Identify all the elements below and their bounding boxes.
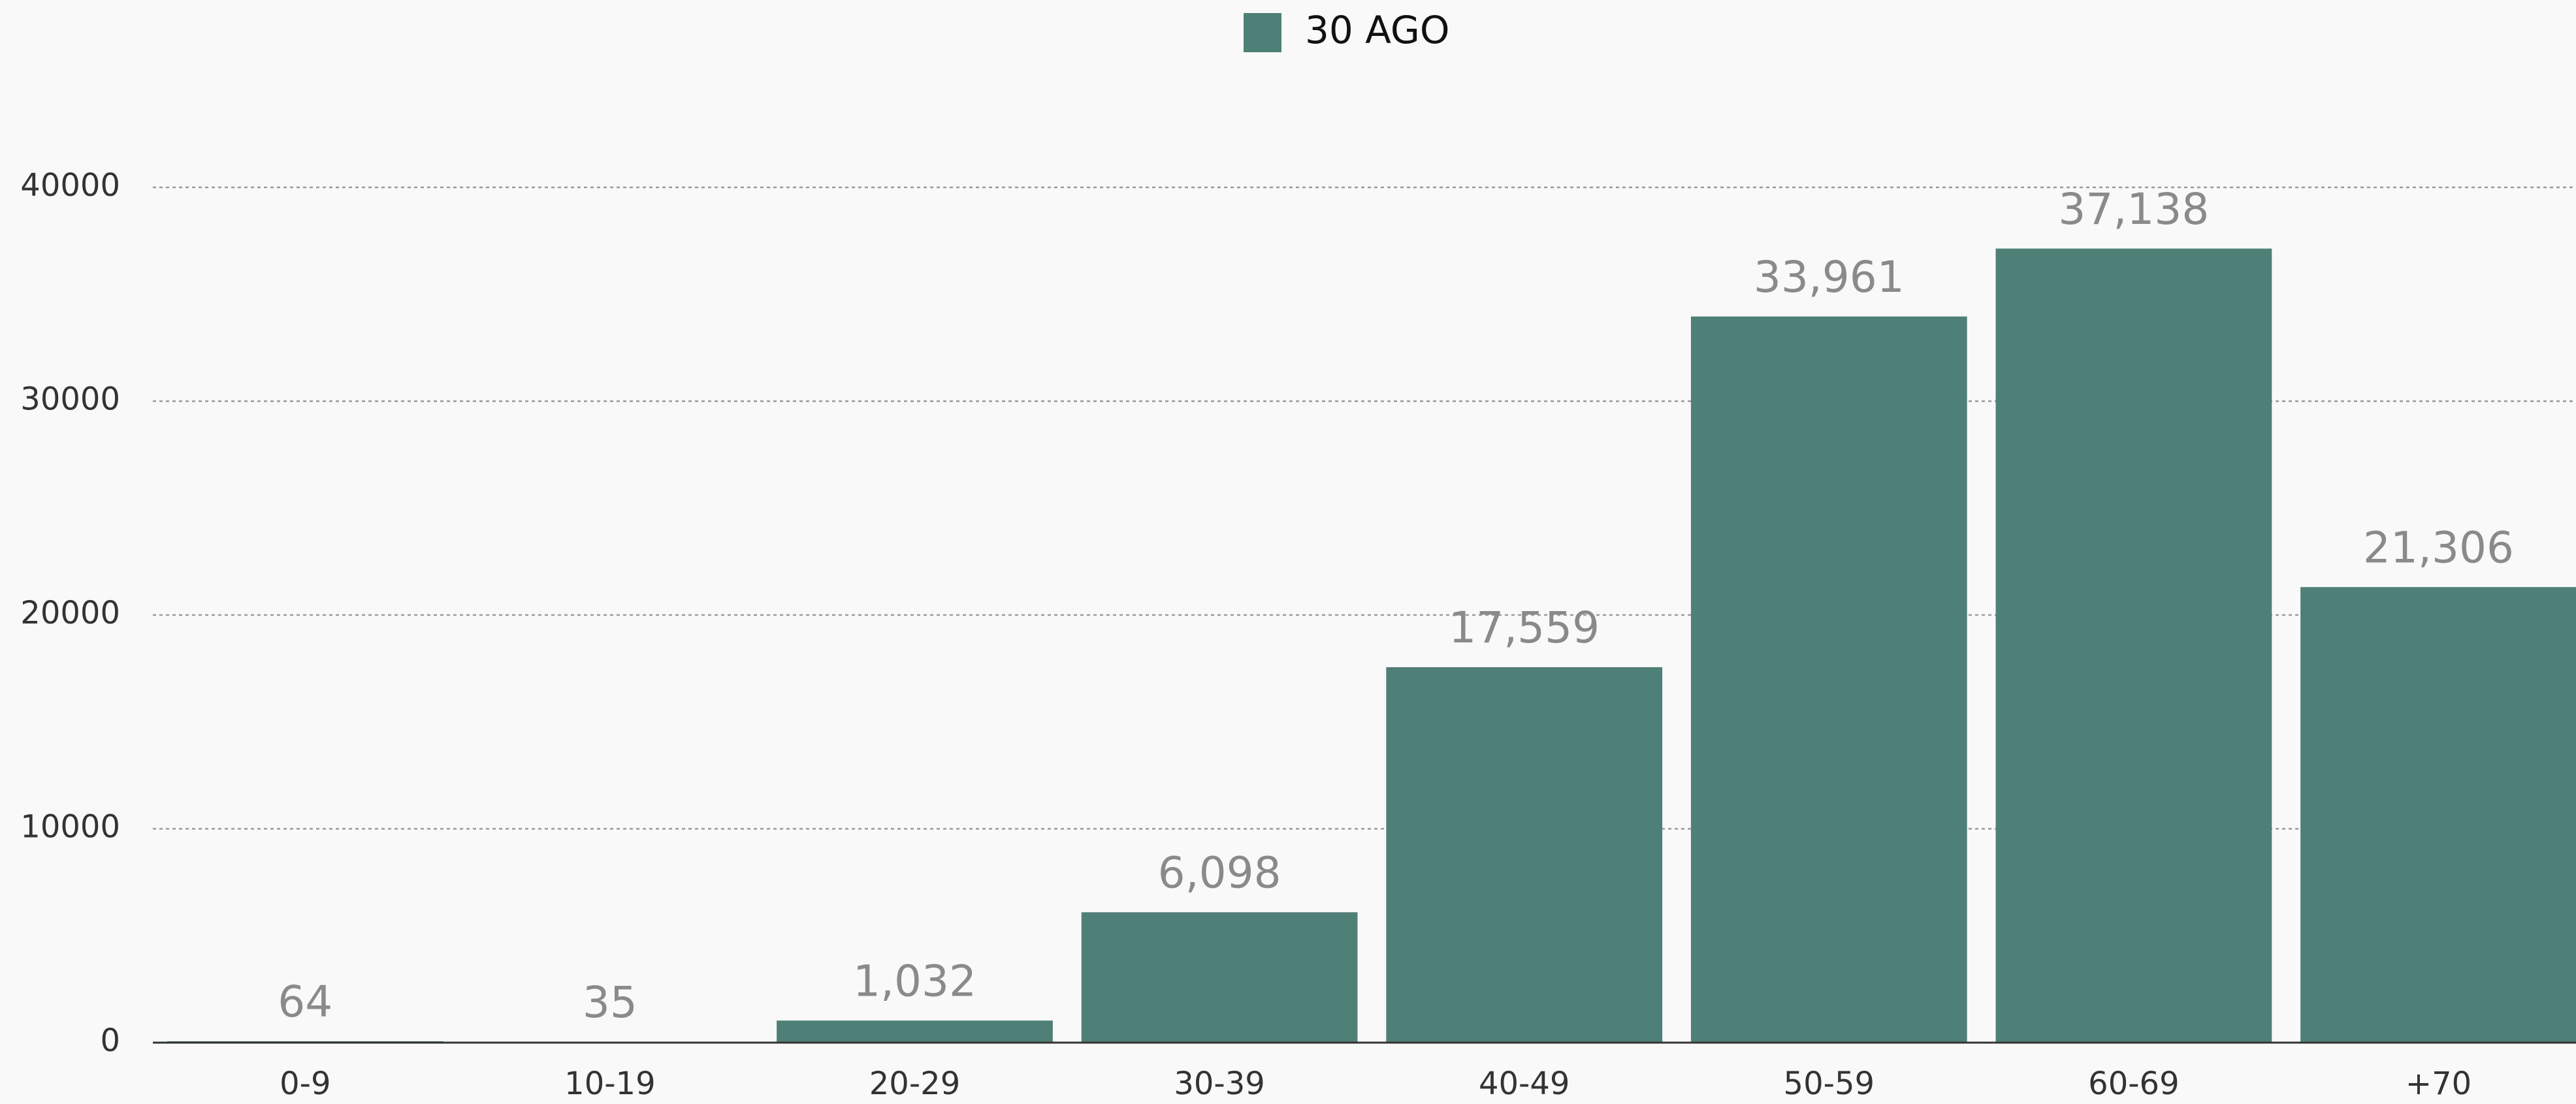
bar [777, 1020, 1053, 1043]
x-tick-label: 0-9 [280, 1065, 330, 1102]
y-tick-label: 10000 [20, 809, 120, 845]
value-label: 37,138 [2058, 184, 2209, 234]
x-tick-label: +70 [2406, 1065, 2471, 1102]
bar [1081, 912, 1358, 1043]
bar [2300, 587, 2576, 1043]
value-label: 33,961 [1754, 252, 1905, 302]
x-tick-label: 10-19 [564, 1065, 655, 1102]
value-label: 6,098 [1158, 847, 1281, 898]
legend-swatch [1244, 13, 1281, 52]
x-tick-label: 50-59 [1784, 1065, 1875, 1102]
x-tick-label: 30-39 [1174, 1065, 1264, 1102]
value-label: 17,559 [1449, 603, 1600, 653]
value-label: 21,306 [2363, 522, 2514, 573]
y-tick-label: 0 [100, 1022, 120, 1059]
y-tick-label: 20000 [20, 595, 120, 631]
x-tick-label: 40-49 [1479, 1065, 1570, 1102]
value-label: 35 [583, 977, 637, 1028]
y-tick-label: 40000 [20, 167, 120, 204]
legend-label: 30 AGO [1305, 8, 1450, 52]
value-label: 64 [278, 977, 332, 1027]
bar [1690, 316, 1967, 1043]
bar [1995, 248, 2272, 1043]
bar [1386, 667, 1663, 1043]
value-label: 1,032 [853, 956, 976, 1006]
x-tick-label: 60-69 [2088, 1065, 2179, 1102]
y-tick-label: 30000 [20, 381, 120, 418]
x-tick-label: 20-29 [869, 1065, 960, 1102]
